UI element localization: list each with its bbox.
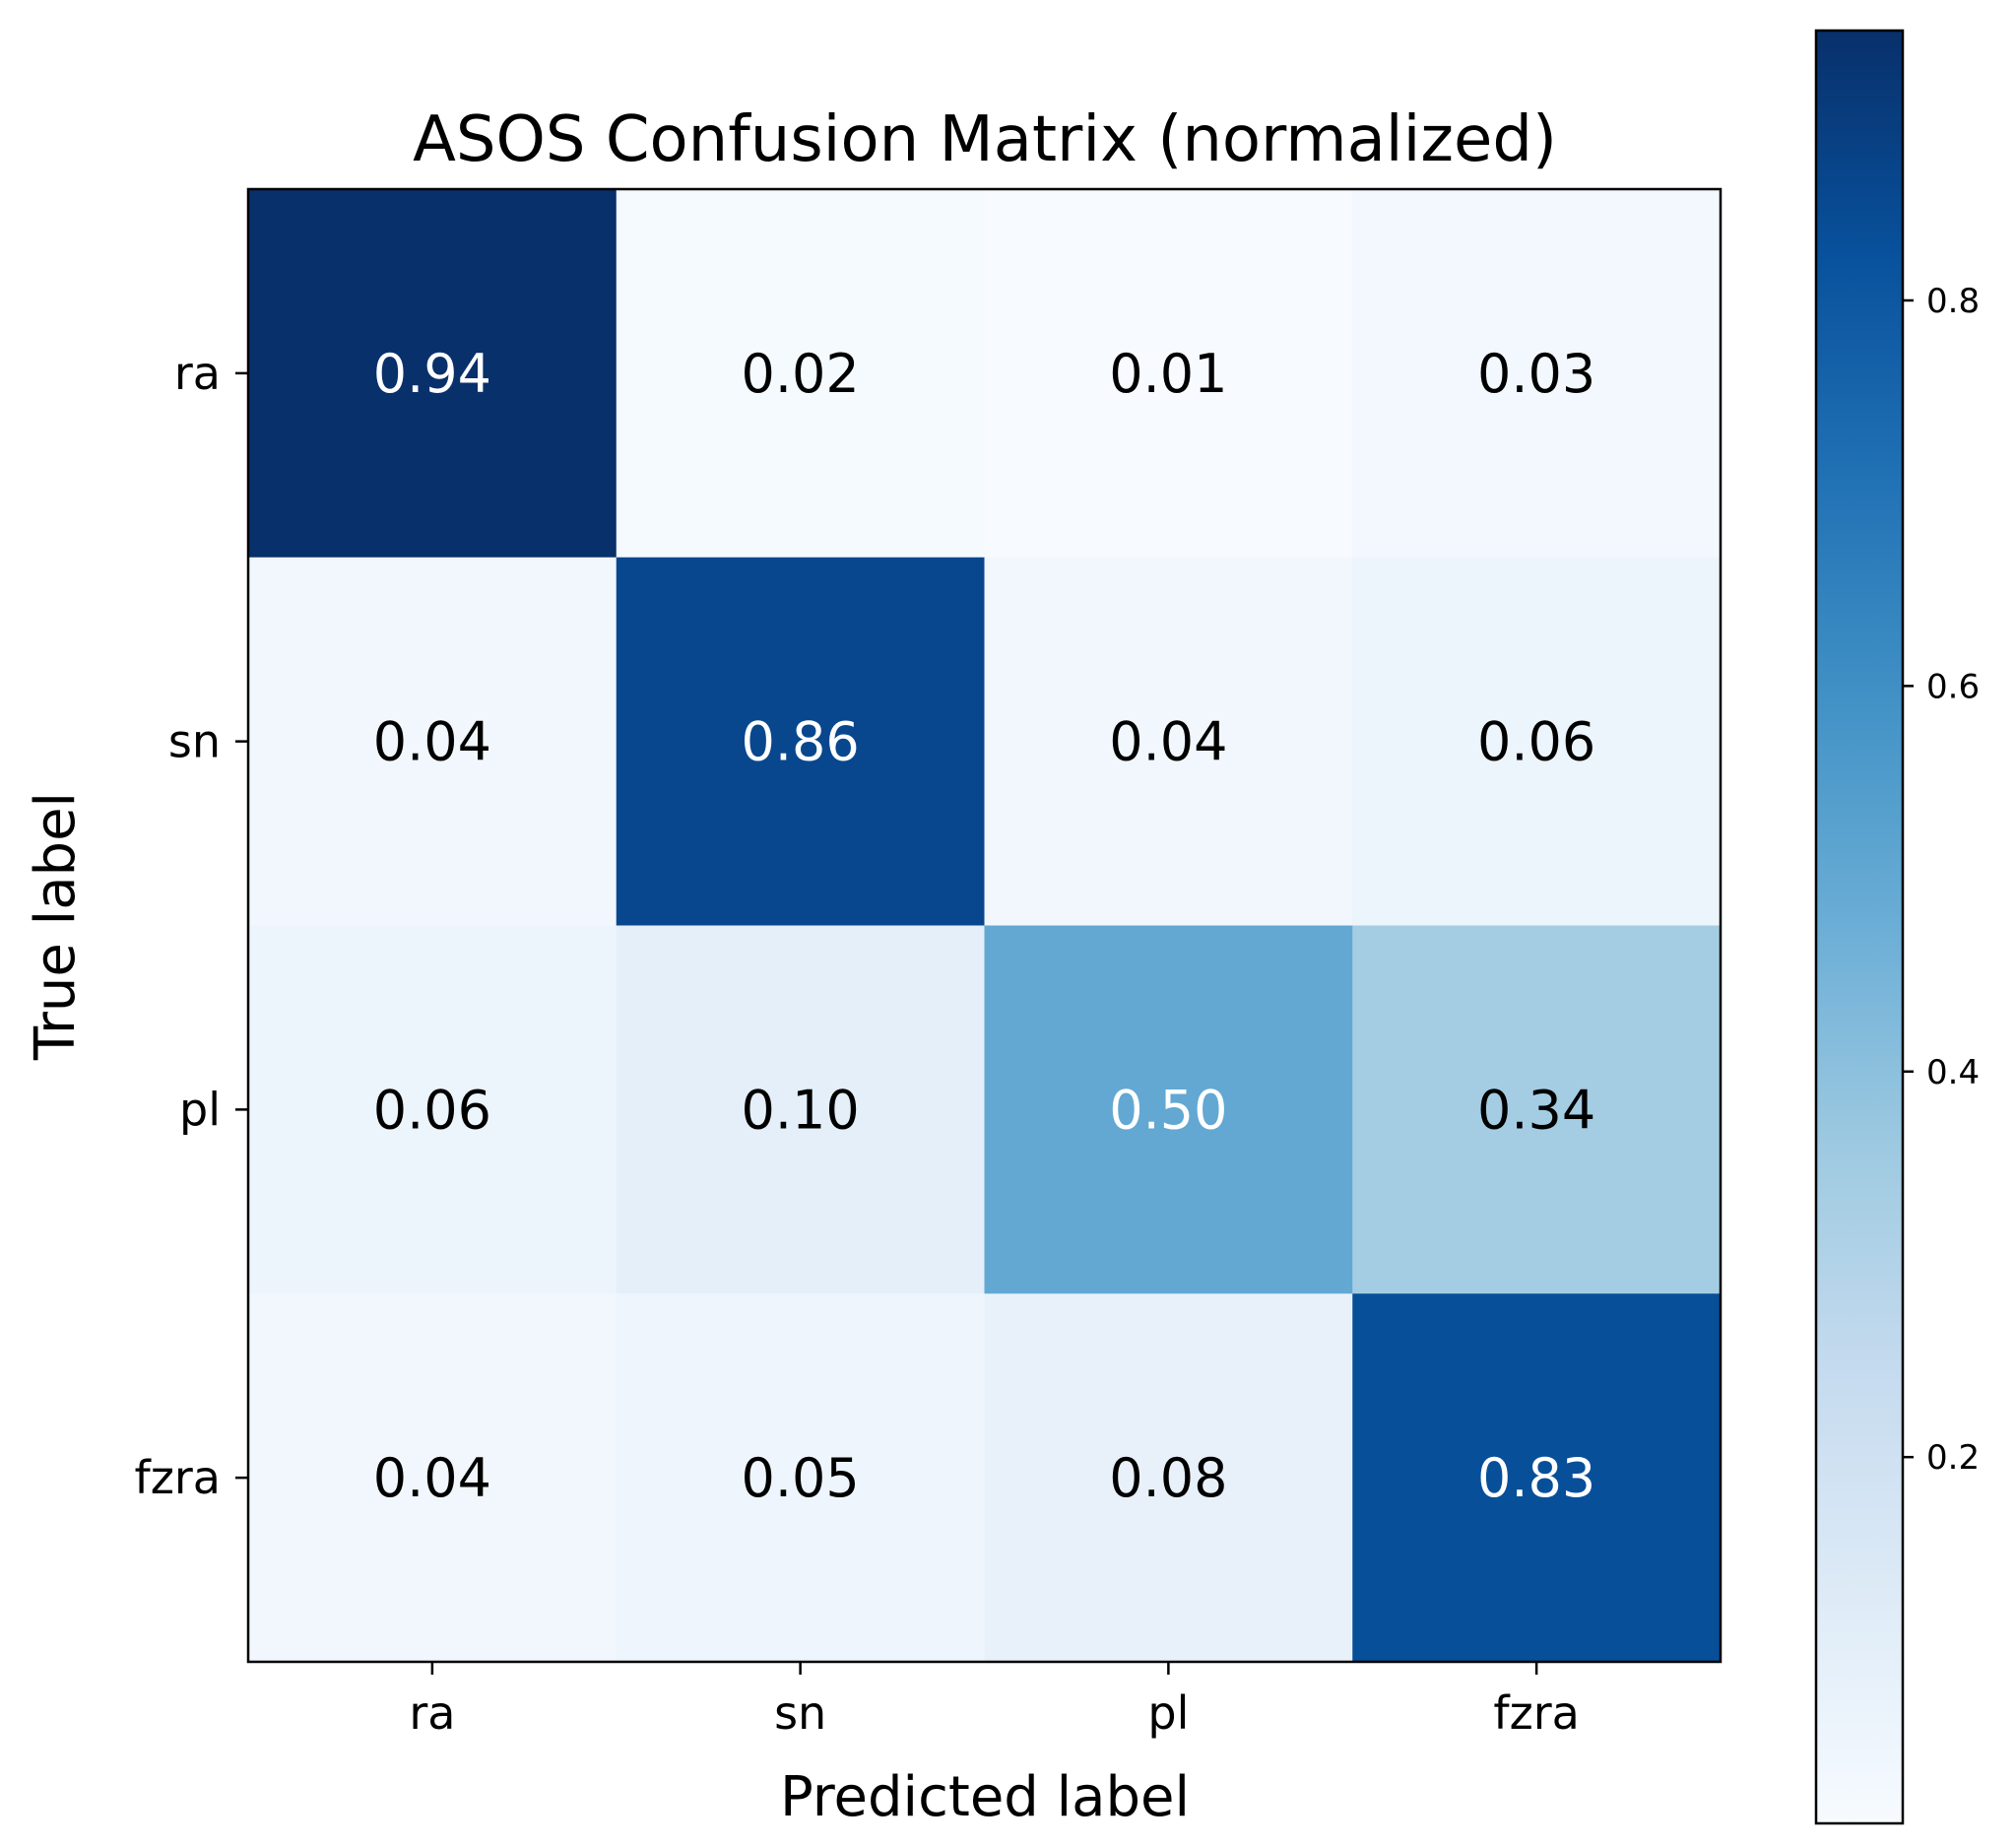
cell-value-label: 0.06	[1477, 711, 1595, 773]
colorbar-tick-label: 0.6	[1926, 667, 1980, 706]
heatmap-cell	[1352, 189, 1722, 559]
heatmap-cell	[248, 1293, 618, 1663]
y-tick-label: sn	[168, 715, 221, 768]
chart-title: ASOS Confusion Matrix (normalized)	[413, 103, 1557, 176]
y-tick-label: pl	[179, 1083, 221, 1136]
heatmap-cell	[1352, 925, 1722, 1294]
cell-value-label: 0.86	[742, 711, 860, 773]
heatmap-cell	[984, 189, 1353, 559]
cell-value-label: 0.02	[742, 343, 860, 405]
cell-value-label: 0.04	[1109, 711, 1227, 773]
heatmap-cell	[248, 189, 618, 559]
cell-value-label: 0.94	[373, 343, 491, 405]
cell-value-label: 0.03	[1477, 343, 1595, 405]
plot-frame	[246, 187, 1723, 1664]
heatmap-cell-labels: 0.94 0.02 0.01 0.03 0.04 0.86 0.04 0.06 0.06 0.10…	[373, 343, 1595, 1509]
y-axis-ticks: ra sn pl fzra	[135, 347, 248, 1504]
x-tick-label: sn	[774, 1686, 826, 1740]
cell-value-label: 0.05	[742, 1447, 860, 1509]
cell-value-label: 0.04	[373, 1447, 491, 1509]
heatmap-cell	[248, 557, 618, 927]
x-axis-label: Predicted label	[780, 1765, 1190, 1829]
cell-value-label: 0.83	[1477, 1447, 1595, 1509]
cell-value-label: 0.08	[1109, 1447, 1227, 1509]
heatmap-cell	[248, 925, 618, 1294]
heatmap-cell	[984, 925, 1353, 1294]
heatmap-cell	[1352, 557, 1722, 927]
cell-value-label: 0.01	[1109, 343, 1227, 405]
cell-value-label: 0.10	[742, 1079, 860, 1141]
cell-value-label: 0.06	[373, 1079, 491, 1141]
colorbar	[1814, 29, 1905, 1825]
cell-value-label: 0.50	[1109, 1079, 1227, 1141]
heatmap-cell	[1352, 1293, 1722, 1663]
heatmap-cell	[616, 557, 986, 927]
colorbar-tick-label: 0.8	[1926, 282, 1980, 321]
x-tick-label: pl	[1147, 1686, 1189, 1740]
y-axis-label: True label	[24, 792, 88, 1061]
y-tick-label: fzra	[135, 1451, 221, 1504]
heatmap-cell	[616, 1293, 986, 1663]
heatmap-cells	[248, 189, 1722, 1663]
x-tick-label: ra	[409, 1686, 455, 1740]
heatmap-cell	[616, 925, 986, 1294]
heatmap-cell	[984, 557, 1353, 927]
heatmap-cell	[616, 189, 986, 559]
colorbar-tick-label: 0.4	[1926, 1053, 1980, 1092]
heatmap-cell	[984, 1293, 1353, 1663]
y-tick-label: ra	[174, 347, 221, 400]
colorbar-tick-label: 0.2	[1926, 1438, 1980, 1478]
x-tick-label: fzra	[1493, 1686, 1579, 1740]
cell-value-label: 0.34	[1477, 1079, 1595, 1141]
x-axis-ticks: ra sn pl fzra	[409, 1662, 1580, 1740]
cell-value-label: 0.04	[373, 711, 491, 773]
colorbar-ticks: 0.2 0.4 0.6 0.8	[1903, 282, 1980, 1478]
